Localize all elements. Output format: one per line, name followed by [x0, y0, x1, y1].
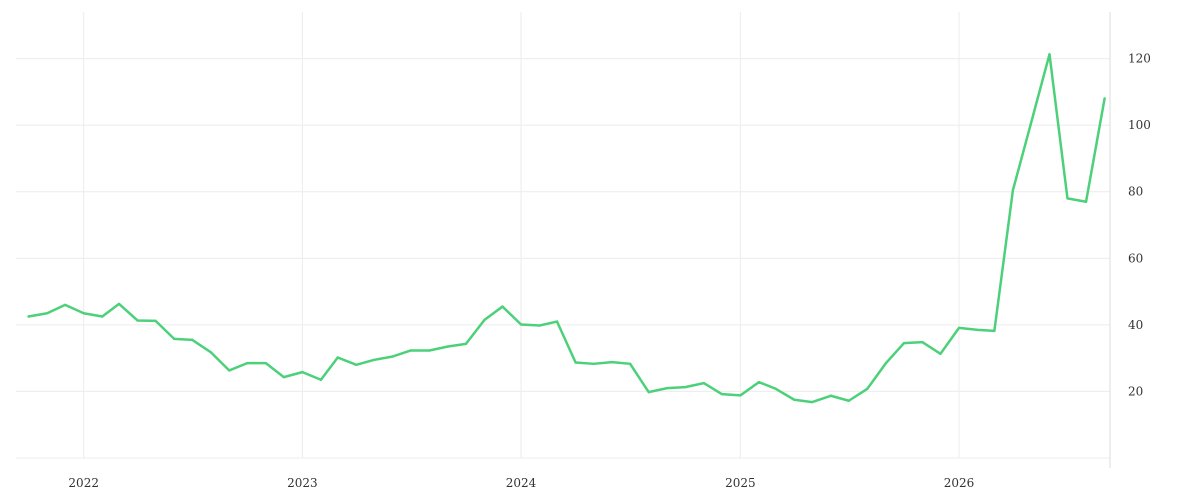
data-point — [410, 349, 412, 351]
data-point — [447, 345, 449, 347]
x-tick-label: 2026 — [944, 476, 975, 490]
data-point — [958, 327, 960, 329]
data-point — [210, 351, 212, 353]
data-point — [136, 319, 138, 321]
x-tick-label: 2022 — [68, 476, 99, 490]
data-point — [556, 320, 558, 322]
data-point — [173, 338, 175, 340]
data-point — [27, 315, 29, 317]
x-tick-label: 2025 — [725, 476, 756, 490]
data-point — [885, 362, 887, 364]
data-point — [592, 363, 594, 365]
data-point — [1066, 197, 1068, 199]
data-point — [629, 363, 631, 365]
data-point — [703, 382, 705, 384]
y-tick-label: 60 — [1128, 251, 1143, 265]
data-point — [903, 342, 905, 344]
data-point — [320, 379, 322, 381]
y-tick-label: 80 — [1128, 185, 1143, 199]
data-point — [939, 353, 941, 355]
series-layer — [29, 54, 1105, 402]
data-point — [830, 395, 832, 397]
data-point — [993, 330, 995, 332]
data-point — [739, 394, 741, 396]
data-point — [721, 393, 723, 395]
data-point — [283, 376, 285, 378]
data-point — [337, 356, 339, 358]
data-point — [666, 387, 668, 389]
data-point — [483, 319, 485, 321]
series-line — [29, 54, 1105, 402]
data-point — [1103, 97, 1105, 99]
data-point — [811, 401, 813, 403]
data-point — [574, 361, 576, 363]
data-point — [921, 341, 923, 343]
data-point — [355, 364, 357, 366]
data-point — [848, 400, 850, 402]
data-point — [1012, 189, 1014, 191]
data-point — [465, 343, 467, 345]
data-point — [191, 339, 193, 341]
data-point — [228, 369, 230, 371]
data-point — [647, 391, 649, 393]
data-point — [758, 381, 760, 383]
data-point — [1085, 201, 1087, 203]
data-point — [83, 312, 85, 314]
data-point — [684, 386, 686, 388]
data-point — [373, 359, 375, 361]
data-point — [1030, 122, 1032, 124]
y-tick-label: 20 — [1128, 384, 1143, 398]
data-point — [976, 329, 978, 331]
data-point — [46, 312, 48, 314]
data-point — [1048, 53, 1050, 55]
data-point — [246, 362, 248, 364]
x-tick-label: 2023 — [287, 476, 318, 490]
y-tick-label: 120 — [1128, 52, 1151, 66]
data-point — [301, 371, 303, 373]
data-point — [101, 315, 103, 317]
data-point — [501, 305, 503, 307]
data-point — [265, 362, 267, 364]
data-point — [793, 399, 795, 401]
axis-layer: 20 40 60 80 100 120 2022 2023 2024 2025 2026 — [68, 12, 1150, 490]
data-point — [64, 304, 66, 306]
data-point — [611, 361, 613, 363]
data-point — [866, 388, 868, 390]
x-tick-label: 2024 — [506, 476, 537, 490]
data-point — [520, 323, 522, 325]
data-point — [392, 355, 394, 357]
data-point — [154, 320, 156, 322]
data-point — [428, 349, 430, 351]
grid-layer — [16, 12, 1110, 458]
y-tick-label: 100 — [1128, 118, 1151, 132]
data-point — [118, 303, 120, 305]
data-point — [774, 388, 776, 390]
y-tick-label: 40 — [1128, 318, 1143, 332]
data-point — [538, 324, 540, 326]
